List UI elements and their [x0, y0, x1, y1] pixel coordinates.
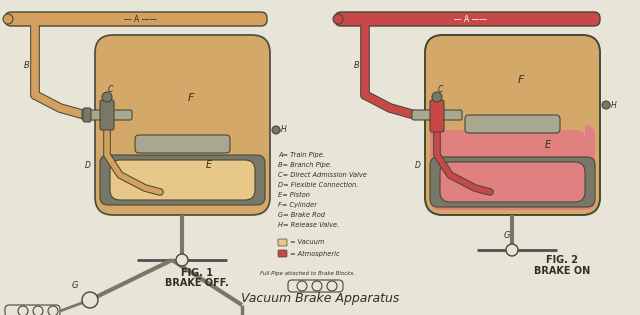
Circle shape [327, 281, 337, 291]
Text: B: B [24, 60, 30, 70]
Text: F= Cylinder: F= Cylinder [278, 202, 317, 208]
Text: A= Train Pipe.: A= Train Pipe. [278, 152, 325, 158]
Text: D: D [85, 161, 91, 169]
Text: H: H [281, 125, 287, 135]
FancyBboxPatch shape [83, 108, 91, 122]
Text: G: G [504, 231, 510, 239]
FancyBboxPatch shape [5, 12, 267, 26]
Text: — A ——: — A —— [454, 14, 486, 24]
Text: D: D [415, 161, 421, 169]
Text: BRAKE OFF.: BRAKE OFF. [165, 278, 229, 288]
Text: = Vacuum: = Vacuum [290, 239, 324, 245]
FancyBboxPatch shape [430, 157, 595, 207]
Text: B= Branch Pipe.: B= Branch Pipe. [278, 162, 332, 168]
Text: — A ——: — A —— [124, 14, 156, 24]
FancyBboxPatch shape [412, 110, 462, 120]
FancyBboxPatch shape [440, 162, 585, 202]
Circle shape [18, 306, 28, 315]
Text: Full Pipe attached to Brake Blocks.: Full Pipe attached to Brake Blocks. [260, 272, 355, 277]
Text: B: B [354, 60, 360, 70]
FancyBboxPatch shape [465, 115, 560, 133]
Text: FIG. 2: FIG. 2 [546, 255, 578, 265]
Circle shape [48, 306, 58, 315]
FancyBboxPatch shape [95, 35, 270, 215]
FancyBboxPatch shape [5, 305, 60, 315]
FancyBboxPatch shape [135, 135, 230, 153]
Circle shape [432, 92, 442, 102]
Text: E= Piston: E= Piston [278, 192, 310, 198]
FancyBboxPatch shape [110, 160, 255, 200]
Text: BRAKE ON: BRAKE ON [534, 266, 590, 276]
Text: C= Direct Admission Valve: C= Direct Admission Valve [278, 172, 367, 178]
Text: FIG. 1: FIG. 1 [181, 268, 213, 278]
FancyBboxPatch shape [100, 100, 114, 130]
Text: H: H [611, 100, 617, 110]
Text: C: C [437, 85, 443, 94]
Circle shape [3, 14, 13, 24]
FancyBboxPatch shape [335, 12, 600, 26]
FancyBboxPatch shape [82, 110, 132, 120]
Text: C: C [108, 85, 113, 94]
Circle shape [82, 292, 98, 308]
Circle shape [506, 244, 518, 256]
Text: = Atmospheric: = Atmospheric [290, 250, 340, 256]
Circle shape [312, 281, 322, 291]
Text: Vacuum Brake Apparatus: Vacuum Brake Apparatus [241, 292, 399, 305]
Text: G= Brake Rod: G= Brake Rod [278, 212, 325, 218]
Text: F: F [188, 93, 195, 103]
Text: F: F [518, 75, 524, 85]
Circle shape [33, 306, 43, 315]
FancyBboxPatch shape [278, 250, 287, 257]
Circle shape [333, 14, 343, 24]
FancyBboxPatch shape [288, 280, 343, 292]
Circle shape [272, 126, 280, 134]
FancyBboxPatch shape [278, 239, 287, 246]
Text: E: E [205, 160, 212, 170]
Circle shape [176, 254, 188, 266]
Text: D= Flexible Connection.: D= Flexible Connection. [278, 182, 358, 188]
Text: H= Release Valve.: H= Release Valve. [278, 222, 339, 228]
Circle shape [602, 101, 610, 109]
Circle shape [297, 281, 307, 291]
Text: E: E [545, 140, 550, 150]
FancyBboxPatch shape [425, 35, 600, 215]
FancyBboxPatch shape [440, 105, 585, 138]
Circle shape [102, 92, 112, 102]
FancyBboxPatch shape [430, 125, 595, 210]
FancyBboxPatch shape [100, 155, 265, 205]
FancyBboxPatch shape [430, 100, 444, 132]
Text: G: G [72, 280, 78, 289]
